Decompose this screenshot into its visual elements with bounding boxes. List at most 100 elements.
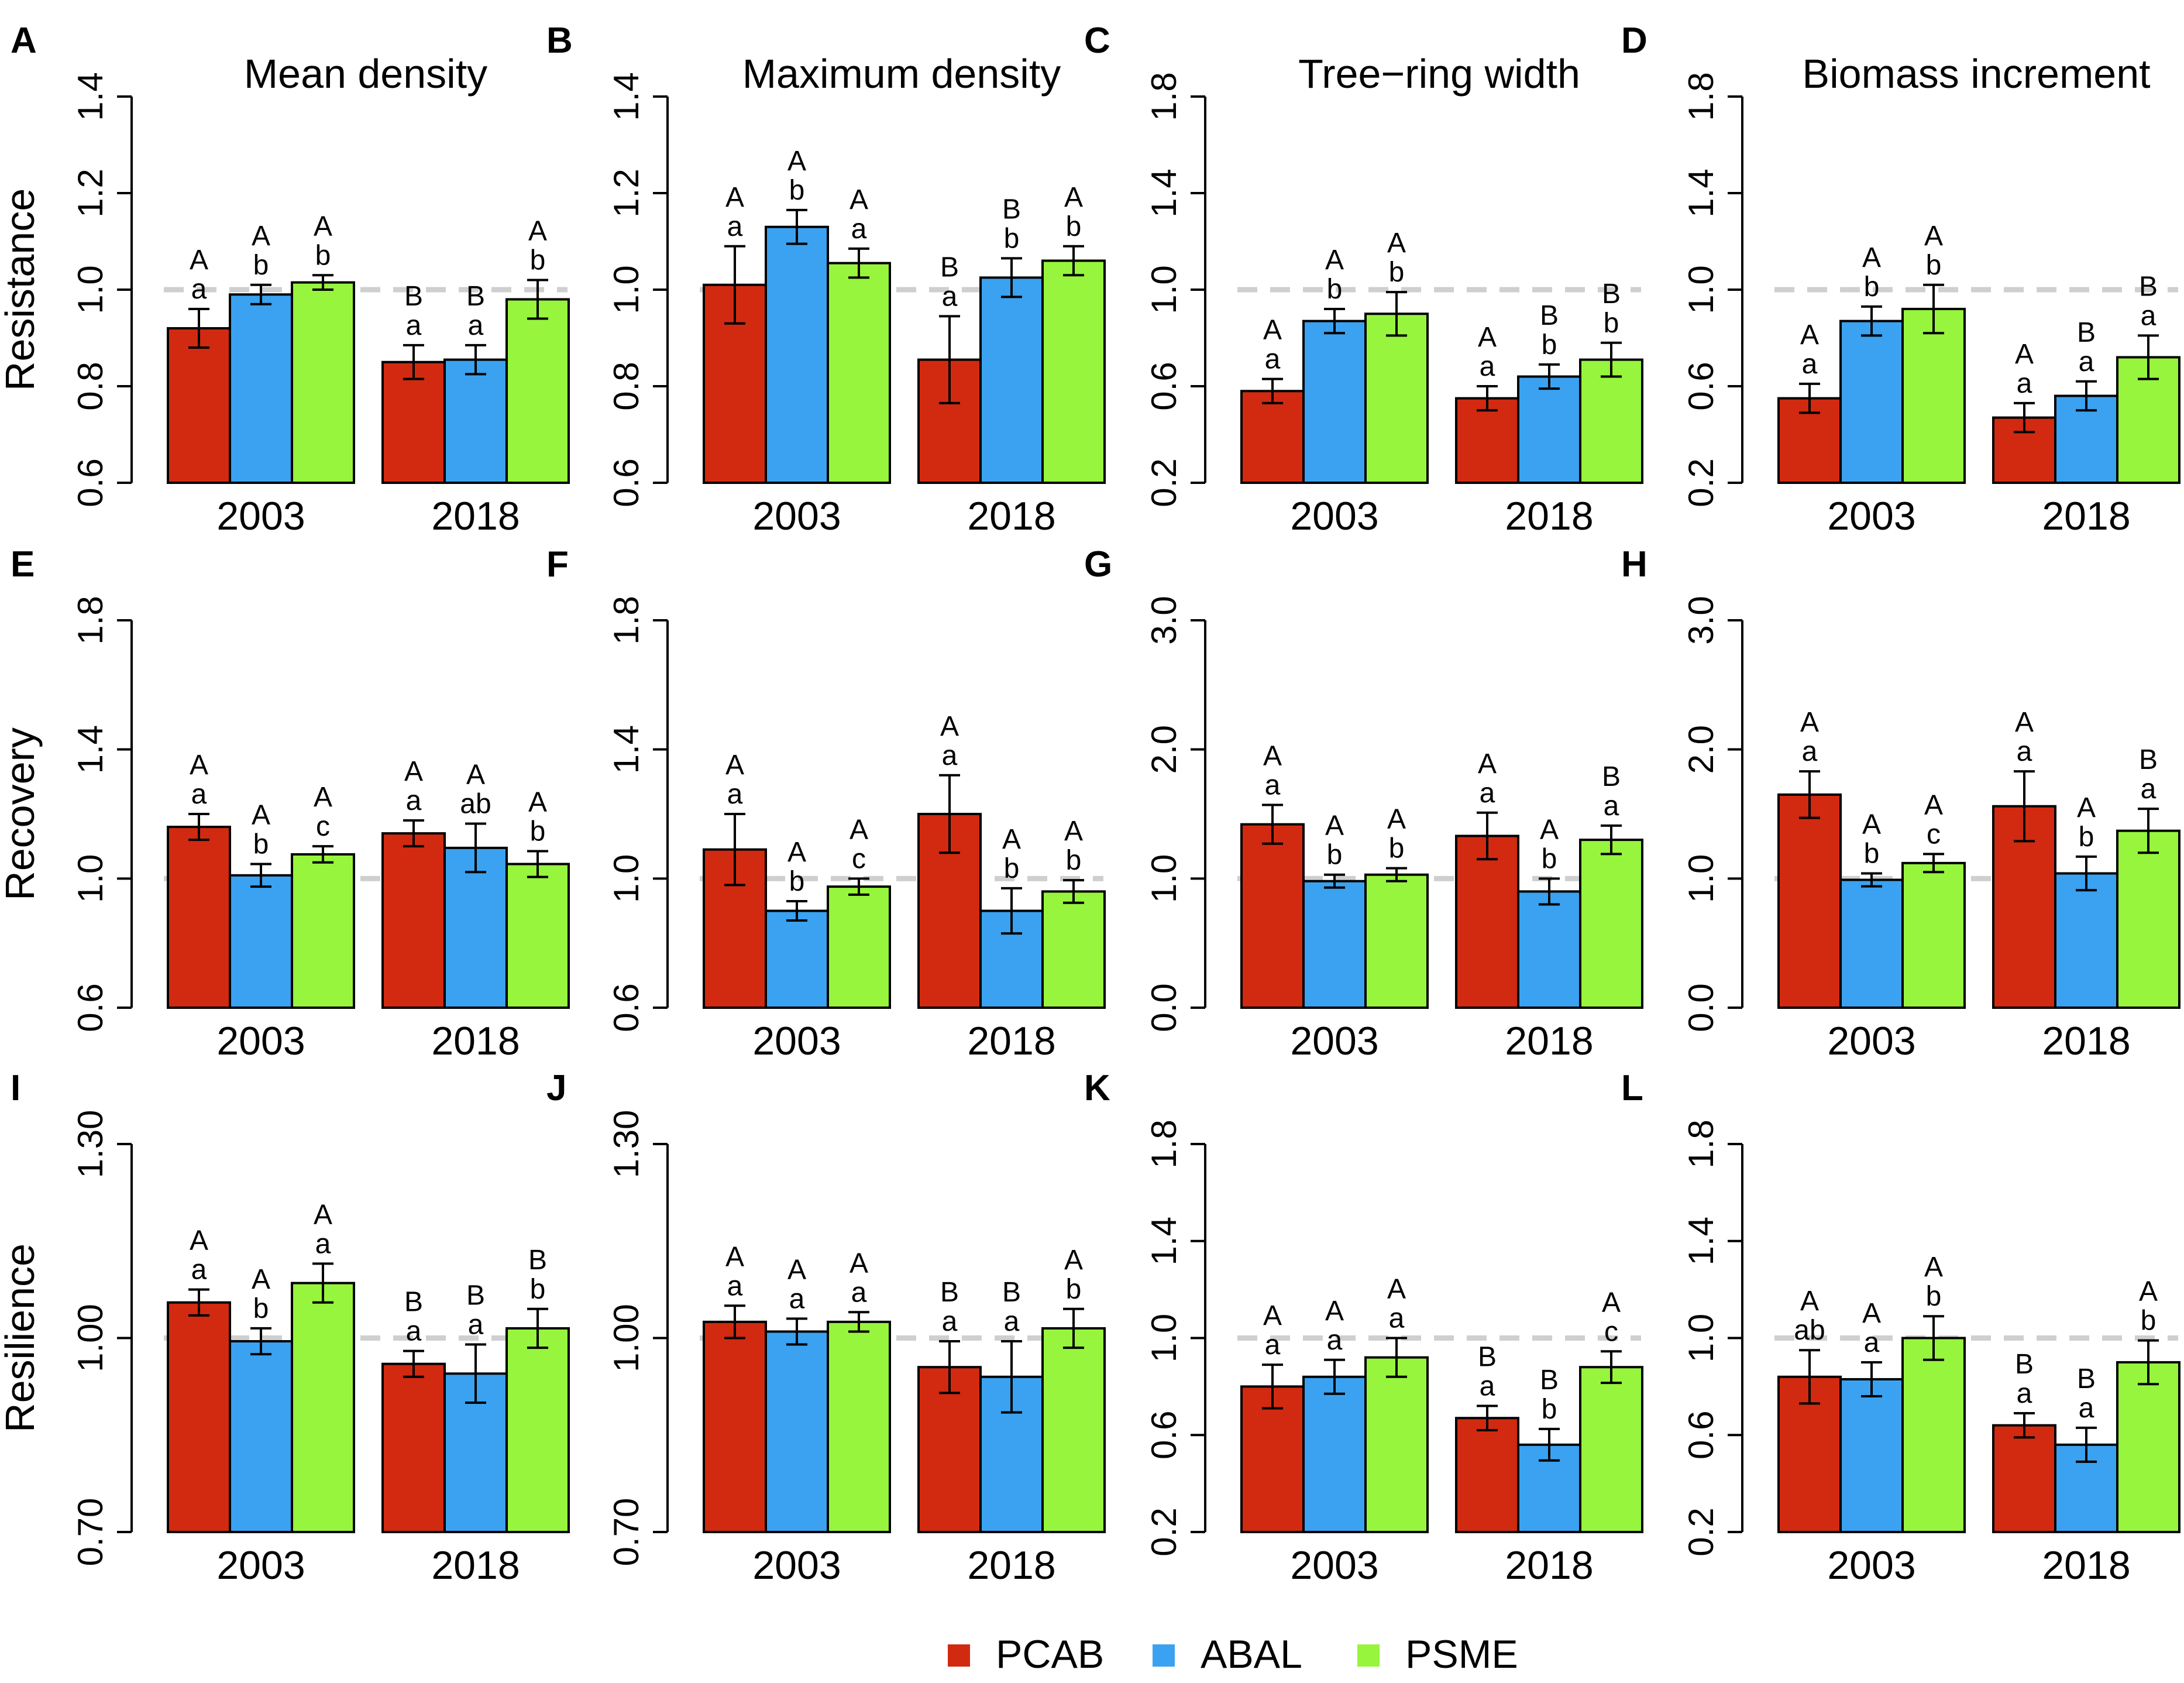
significance-upper-psme-2018: A bbox=[1602, 1287, 1621, 1318]
y-tick-label: 0.6 bbox=[71, 458, 110, 507]
bar-abal-2003 bbox=[229, 874, 293, 1009]
y-tick-label: 1.4 bbox=[71, 725, 110, 774]
significance-lower-pcab-2018: a bbox=[406, 785, 422, 816]
bar-psme-2003 bbox=[1901, 861, 1966, 1009]
significance-upper-psme-2018: B bbox=[2139, 744, 2158, 775]
y-tick-label: 0.2 bbox=[1681, 1507, 1721, 1556]
significance-upper-psme-2018: A bbox=[1064, 816, 1083, 847]
bar-psme-2003 bbox=[1901, 308, 1966, 484]
significance-lower-abal-2018: b bbox=[1542, 843, 1557, 874]
panel-letter: I bbox=[11, 1068, 20, 1108]
row-label-resilience: Resilience bbox=[0, 1244, 43, 1433]
significance-upper-pcab-2018: B bbox=[404, 281, 423, 312]
significance-lower-pcab-2018: a bbox=[2017, 368, 2032, 399]
y-tick-label: 1.2 bbox=[607, 169, 646, 217]
significance-upper-psme-2003: A bbox=[1924, 221, 1943, 252]
panel-letter: H bbox=[1621, 544, 1648, 585]
significance-upper-psme-2003: A bbox=[849, 184, 868, 215]
row-label-recovery: Recovery bbox=[0, 727, 43, 901]
bar-psme-2018 bbox=[2116, 829, 2180, 1009]
bar-abal-2003 bbox=[229, 1340, 293, 1533]
y-tick-label: 1.0 bbox=[71, 854, 110, 903]
panel-letter: D bbox=[1621, 20, 1648, 61]
y-tick-label: 1.0 bbox=[1681, 1314, 1721, 1362]
legend: PCAB ABAL PSME bbox=[948, 1632, 1518, 1677]
bar-abal-2018 bbox=[443, 358, 508, 484]
significance-upper-psme-2018: B bbox=[2139, 271, 2158, 302]
panel-letter: A bbox=[11, 20, 37, 61]
significance-lower-abal-2018: a bbox=[2079, 346, 2094, 377]
y-tick-label: 1.4 bbox=[1144, 169, 1184, 217]
y-tick-label: 1.0 bbox=[1144, 265, 1184, 314]
bar-psme-2018 bbox=[1579, 358, 1643, 484]
bar-psme-2003 bbox=[1364, 873, 1429, 1009]
significance-upper-pcab-2003: A bbox=[1800, 320, 1819, 351]
legend-swatch-psme bbox=[1357, 1644, 1380, 1667]
x-category-label-2018: 2018 bbox=[1505, 1543, 1593, 1588]
bar-psme-2003 bbox=[291, 1282, 355, 1533]
significance-lower-psme-2003: b bbox=[1926, 250, 1942, 281]
significance-upper-psme-2003: A bbox=[1387, 228, 1406, 259]
significance-lower-pcab-2003: ab bbox=[1794, 1315, 1825, 1346]
x-category-label-2018: 2018 bbox=[1505, 494, 1593, 538]
y-tick-label: 0.6 bbox=[71, 983, 110, 1032]
y-tick-label: 1.8 bbox=[1144, 1119, 1184, 1168]
x-category-label-2003: 2003 bbox=[752, 1019, 841, 1063]
legend-swatch-pcab bbox=[948, 1644, 970, 1667]
significance-lower-abal-2003: a bbox=[1327, 1325, 1343, 1356]
significance-upper-abal-2003: A bbox=[1325, 810, 1344, 841]
y-tick-label: 1.0 bbox=[607, 854, 646, 903]
y-tick-label: 1.8 bbox=[1144, 72, 1184, 121]
significance-lower-psme-2018: a bbox=[1604, 791, 1619, 822]
bar-pcab-2003 bbox=[703, 1320, 767, 1533]
bar-psme-2018 bbox=[1579, 839, 1643, 1009]
significance-lower-pcab-2018: a bbox=[406, 310, 422, 341]
significance-upper-abal-2003: A bbox=[1862, 242, 1881, 273]
bar-pcab-2003 bbox=[167, 327, 231, 484]
significance-upper-pcab-2018: A bbox=[1478, 322, 1497, 353]
significance-upper-pcab-2003: A bbox=[1263, 1300, 1282, 1331]
significance-upper-psme-2003: A bbox=[1387, 1274, 1406, 1305]
significance-lower-pcab-2003: a bbox=[1802, 349, 1818, 380]
significance-lower-abal-2003: a bbox=[1864, 1327, 1880, 1358]
significance-lower-abal-2003: b bbox=[253, 829, 269, 860]
significance-lower-pcab-2003: a bbox=[727, 1270, 743, 1301]
bar-psme-2003 bbox=[827, 262, 891, 484]
bar-psme-2003 bbox=[827, 1320, 891, 1533]
significance-lower-abal-2018: a bbox=[468, 310, 484, 341]
bar-abal-2003 bbox=[765, 909, 829, 1009]
significance-lower-abal-2003: b bbox=[789, 866, 805, 897]
y-tick-label: 1.8 bbox=[607, 596, 646, 644]
y-tick-label: 1.0 bbox=[1681, 854, 1721, 903]
y-tick-label: 1.00 bbox=[607, 1304, 646, 1372]
y-tick-label: 1.8 bbox=[1681, 72, 1721, 121]
significance-lower-pcab-2003: a bbox=[1265, 770, 1281, 801]
y-tick-label: 0.8 bbox=[607, 362, 646, 410]
significance-lower-psme-2003: b bbox=[1389, 833, 1405, 864]
significance-upper-pcab-2003: A bbox=[1263, 741, 1282, 772]
significance-lower-psme-2018: a bbox=[2141, 300, 2157, 331]
significance-lower-pcab-2018: a bbox=[1480, 1371, 1495, 1402]
bar-psme-2003 bbox=[1901, 1337, 1966, 1533]
significance-lower-pcab-2018: a bbox=[2017, 1378, 2032, 1409]
bar-psme-2003 bbox=[291, 853, 355, 1009]
significance-upper-abal-2003: A bbox=[1862, 809, 1881, 840]
significance-lower-psme-2003: a bbox=[851, 1277, 867, 1308]
bar-psme-2003 bbox=[1364, 1356, 1429, 1533]
significance-upper-pcab-2003: A bbox=[1263, 315, 1282, 346]
significance-upper-pcab-2003: A bbox=[1800, 1286, 1819, 1317]
significance-lower-psme-2003: b bbox=[1389, 257, 1405, 288]
y-tick-label: 1.0 bbox=[1681, 265, 1721, 314]
significance-upper-pcab-2003: A bbox=[190, 245, 208, 276]
significance-upper-psme-2003: A bbox=[849, 1248, 868, 1279]
x-category-label-2003: 2003 bbox=[1290, 1019, 1378, 1063]
bar-abal-2018 bbox=[2054, 872, 2118, 1009]
bar-psme-2018 bbox=[1041, 1327, 1106, 1534]
y-tick-label: 1.0 bbox=[1144, 1314, 1184, 1362]
y-tick-label: 0.6 bbox=[1681, 362, 1721, 410]
